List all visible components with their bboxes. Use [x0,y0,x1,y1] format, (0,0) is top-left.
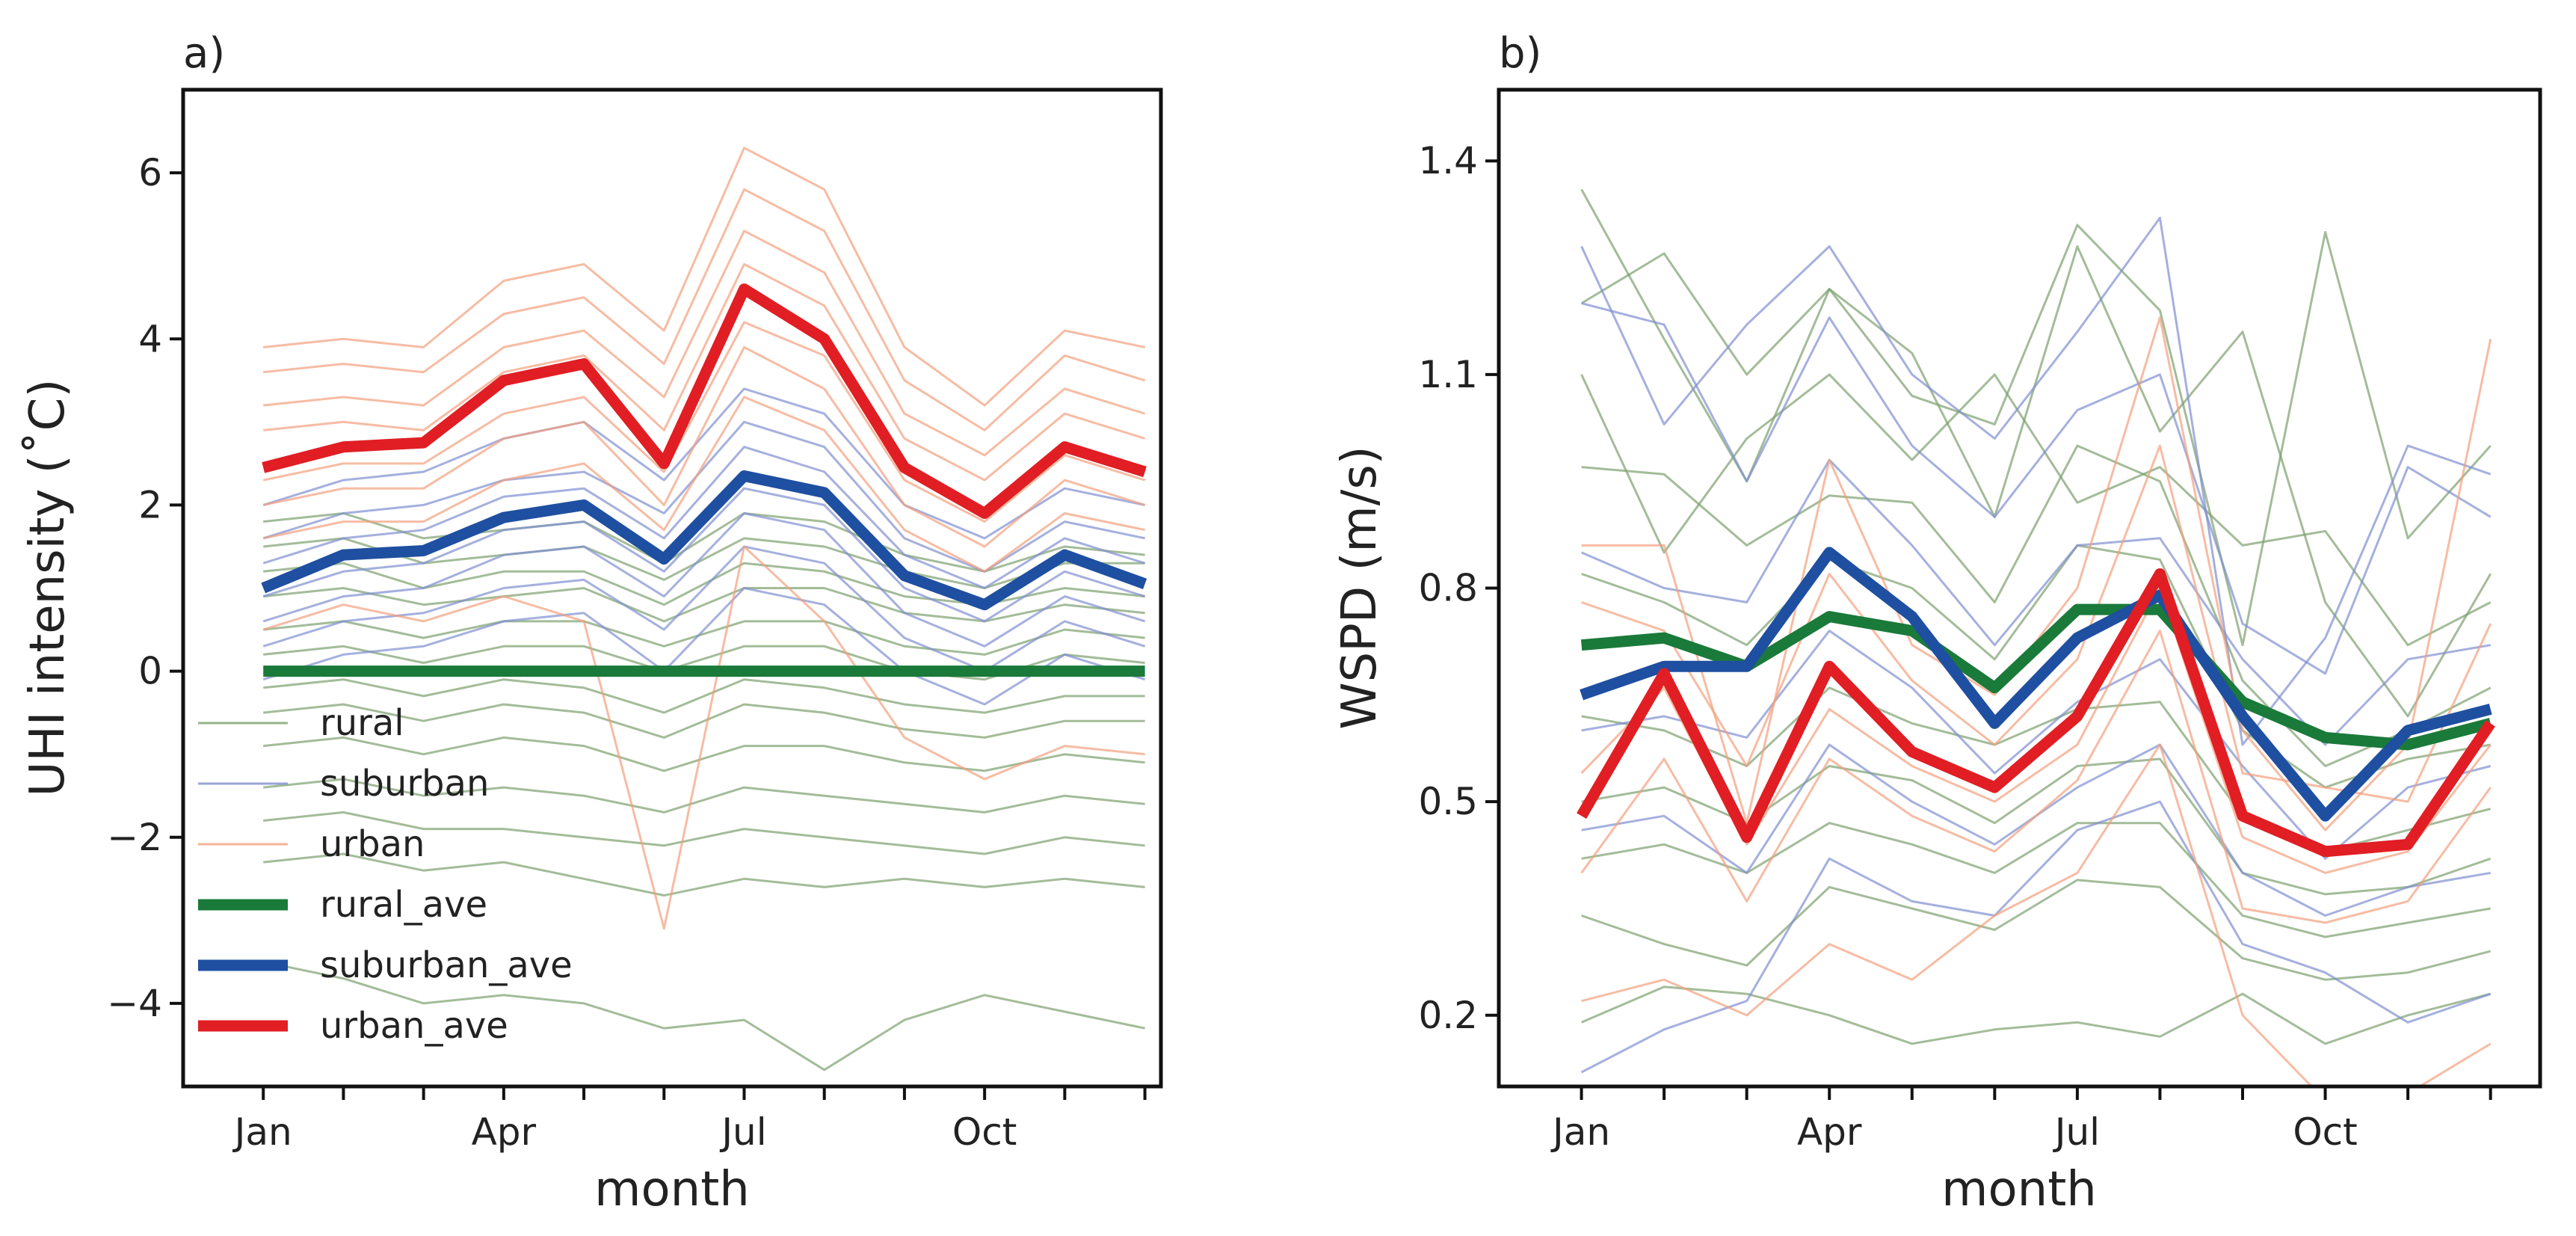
panel-a-xtick-label-2: Jul [719,1110,766,1154]
panel-a-suburban-line-16 [262,487,1146,623]
panel-a-rural-line-8 [263,703,1145,739]
panel-b-rural-line-5 [1581,544,2491,789]
panel-a-suburban-line-15 [262,446,1146,589]
panel-a-x-axis: Jan Apr Jul Oct [232,1086,1147,1154]
panel-b-ytick-label-1: 0.5 [1418,780,1478,823]
panel-a-urban-line-21 [263,147,1145,407]
panel-b-rural-line-8 [1581,822,2491,938]
panel-a-ytick-label-3: 2 [138,483,162,526]
panel-a-letter: a) [183,29,225,78]
panel-a-urban-line-27 [262,396,1145,573]
panel-a-rural-line-9 [263,736,1145,772]
panel-b-ytick-label-2: 0.8 [1418,567,1478,610]
panel-b-ylabel: WSPD (m/s) [1332,446,1387,729]
panel-a-xlabel: month [594,1162,750,1217]
panel-b-suburban-line-16 [1580,800,2492,1074]
panel-b-ytick-label-0: 0.2 [1418,994,1478,1037]
panel-a-urban-line-28 [262,545,1145,930]
panel-b-ytick-label-4: 1.4 [1418,139,1478,182]
panel-a-suburban-line-19 [262,587,1146,706]
panel-a-rural-line-13 [262,960,1145,1071]
panel-a-xtick-label-3: Oct [952,1110,1017,1154]
panel-b-urban-ave-line [1577,568,2495,858]
panel-a-lines [261,147,1147,1071]
panel-a: a) rural suburban urban rural_ave suburban_a… [20,29,1163,1217]
panel-a-suburban-line-20 [262,387,1145,540]
panel-b-rural-line-10 [1581,986,2492,1045]
panel-a-urban-line-25 [262,321,1146,523]
panel-a-rural-line-4 [263,587,1145,623]
panel-b: b) 0.2 0.5 0.8 1.1 1.4 Jan Apr Jul Oct month WS… [1332,29,2542,1217]
panel-a-frame [181,87,1163,1089]
panel-a-rural-line-5 [263,620,1145,656]
panel-b-rural-line-9 [1581,879,2492,981]
panel-a-rural-line-7 [263,678,1145,714]
legend-urban-label: urban [320,823,425,865]
legend-suburban-ave-label: suburban_ave [320,944,573,986]
panel-a-rural-line-2 [263,537,1145,589]
panel-b-suburban-line-12 [1581,302,2492,675]
panel-a-urban-line-26 [262,345,1146,548]
panel-a-rural-line-10 [263,778,1145,814]
legend-rural-ave-label: rural_ave [320,884,487,926]
panel-a-suburban-line-18 [262,545,1146,673]
legend-suburban-label: suburban [320,763,489,805]
panel-a-xtick-label-0: Jan [232,1110,292,1154]
panel-b-suburban-ave-line [1580,547,2492,822]
panel-b-ytick-label-3: 1.1 [1418,353,1478,396]
panel-b-y-axis: 0.2 0.5 0.8 1.1 1.4 [1418,139,1499,1037]
panel-a-suburban-ave-line [261,470,1147,611]
panel-a-rural-line-11 [263,811,1145,855]
panel-a-urban-ave-line [262,283,1147,519]
panel-a-legend: rural suburban urban rural_ave suburban_aveu… [198,702,573,1047]
panel-b-rural-line-4 [1581,444,2492,767]
panel-a-ytick-label-0: −4 [107,982,162,1025]
panel-a-ytick-label-1: −2 [107,816,162,859]
panel-b-xtick-label-2: Jul [2053,1110,2100,1154]
panel-a-y-axis: −4 −2 0 2 4 6 [107,151,183,1025]
panel-a-suburban-line-17 [262,512,1146,648]
panel-b-xtick-label-1: Apr [1797,1110,1862,1154]
panel-b-urban-line-21 [1581,743,2492,1086]
panel-a-urban-line-23 [263,230,1146,457]
panel-a-urban-line-22 [263,188,1146,431]
panel-a-ytick-label-4: 4 [138,317,162,360]
panel-a-ytick-label-5: 6 [138,151,162,194]
panel-b-xlabel: month [1941,1162,2097,1217]
legend-urban-ave-label: urban_ave [320,1005,508,1047]
panel-b-rural-line-2 [1580,245,2492,718]
panel-b-suburban-line-13 [1581,458,2491,746]
legend-rural-label: rural [320,702,404,744]
panel-b-urban-line-18 [1581,444,2492,803]
panel-b-urban-line-20 [1580,630,2492,924]
panel-b-x-axis: Jan Apr Jul Oct [1550,1086,2492,1154]
panel-a-urban-line-24 [263,262,1146,482]
panel-a-xtick-label-1: Apr [472,1110,537,1154]
panel-a-rural-line-12 [263,852,1145,897]
panel-a-ylabel: UHI intensity (˚C) [20,379,76,797]
panel-b-xtick-label-3: Oct [2293,1110,2357,1154]
panel-b-suburban-line-11 [1580,216,2492,746]
panel-b-letter: b) [1499,29,1541,78]
panel-a-rural-line-1 [263,512,1145,573]
panel-b-xtick-label-0: Jan [1550,1110,1610,1154]
panel-a-ytick-label-2: 0 [138,650,162,693]
panel-b-lines [1577,188,2495,1086]
